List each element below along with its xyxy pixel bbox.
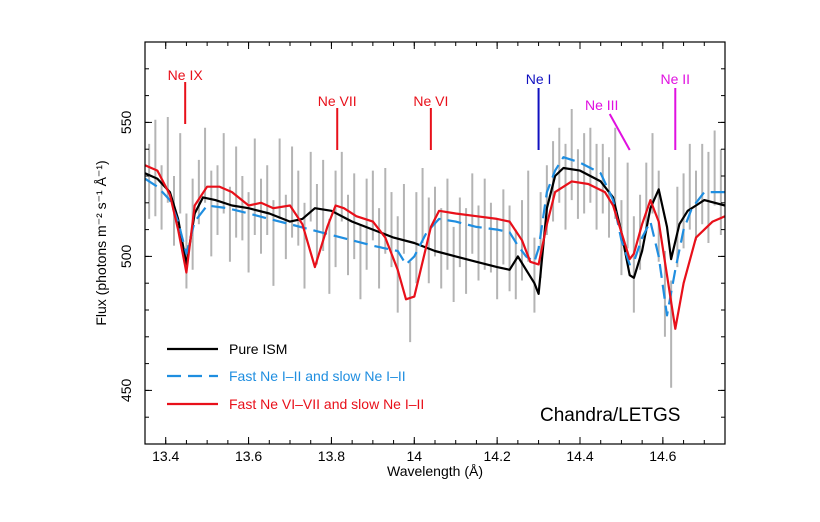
line-marker-label: Ne I xyxy=(526,71,552,87)
series-line xyxy=(144,166,726,295)
model-series xyxy=(144,156,726,330)
line-marker-label: Ne III xyxy=(585,97,618,113)
x-tick-label: 14.2 xyxy=(484,448,511,464)
legend-label: Fast Ne VI–VII and slow Ne I–II xyxy=(229,396,424,412)
y-axis-title: Flux (photons m⁻² s⁻¹ Å⁻¹) xyxy=(93,160,109,325)
x-tick-label: 14.6 xyxy=(649,448,676,464)
x-tick-label: 13.8 xyxy=(318,448,345,464)
instrument-label: Chandra/LETGS xyxy=(540,405,680,426)
line-marker-label: Ne IX xyxy=(168,67,204,83)
y-tick-label: 550 xyxy=(118,111,134,135)
x-tick-label: 14.4 xyxy=(566,448,593,464)
x-axis-title: Wavelength (Å) xyxy=(387,463,483,479)
series-line xyxy=(144,156,725,317)
x-tick-label: 13.4 xyxy=(152,448,179,464)
x-tick-label: 13.6 xyxy=(235,448,262,464)
line-markers: Ne IX Ne VII Ne VI Ne I Ne III Ne II xyxy=(168,67,690,151)
line-marker-label: Ne II xyxy=(660,71,690,87)
y-tick-label: 450 xyxy=(118,379,134,403)
line-marker-label: Ne VII xyxy=(318,93,357,109)
legend: Pure ISM Fast Ne I–II and slow Ne I–II Fas… xyxy=(167,341,424,412)
series-line xyxy=(144,164,726,330)
y-axis-ticks: 450 500 550 xyxy=(118,68,725,418)
y-tick-label: 500 xyxy=(118,245,134,269)
x-tick-label: 14 xyxy=(406,448,422,464)
line-marker-tick xyxy=(608,113,631,151)
legend-label: Fast Ne I–II and slow Ne I–II xyxy=(229,368,406,384)
x-axis-ticks: 13.4 13.6 13.8 14 14.2 14.4 14.6 xyxy=(152,42,705,464)
legend-label: Pure ISM xyxy=(229,341,287,357)
line-marker-label: Ne VI xyxy=(413,93,448,109)
